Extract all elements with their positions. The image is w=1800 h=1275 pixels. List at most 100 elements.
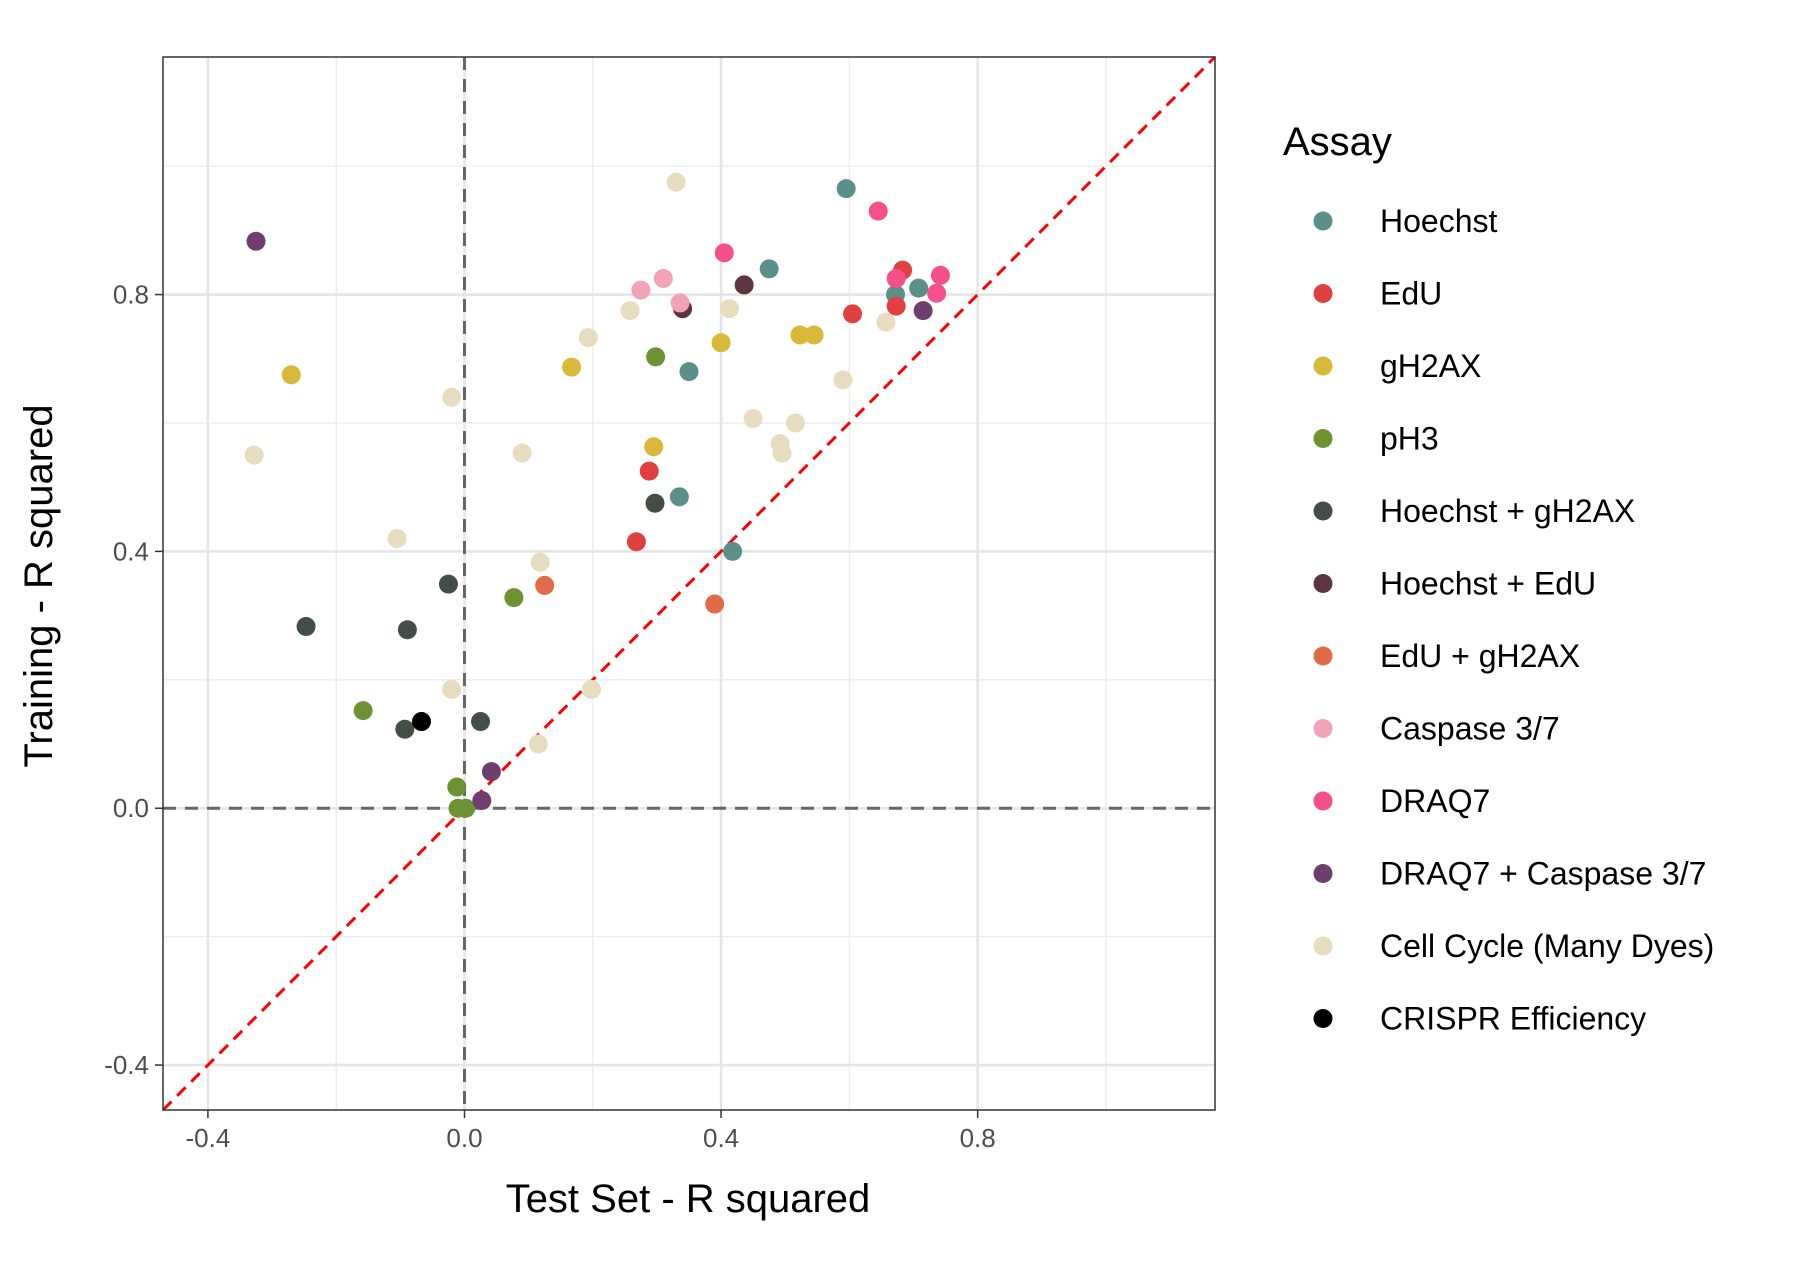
- legend-label-crispr-efficiency: CRISPR Efficiency: [1380, 1001, 1646, 1037]
- legend-key-draq7: [1313, 791, 1333, 811]
- minor-gridlines: [163, 57, 1215, 1110]
- point-cell-cycle-many-dyes: [442, 679, 462, 699]
- point-edu: [886, 296, 906, 316]
- point-cell-cycle-many-dyes: [387, 529, 407, 549]
- legend-key-edu: [1313, 284, 1333, 303]
- legend-label-edu-gh2ax: EdU + gH2AX: [1380, 638, 1580, 674]
- major-gridlines: [163, 57, 1215, 1110]
- point-ph3: [504, 588, 524, 608]
- point-hoechst: [723, 541, 743, 561]
- x-tick-label: 0.8: [960, 1123, 996, 1153]
- point-hoechst: [669, 487, 689, 507]
- point-cell-cycle-many-dyes: [833, 370, 853, 390]
- identity-line: [161, 55, 1217, 1112]
- legend-label-caspase-3-7: Caspase 3/7: [1380, 711, 1560, 747]
- legend-key-hoechst-gh2ax: [1313, 501, 1333, 521]
- point-draq7-caspase-3-7: [472, 791, 492, 811]
- point-hoechst: [909, 278, 929, 298]
- x-axis-title: Test Set - R squared: [506, 1177, 871, 1221]
- x-tick-label: 0.4: [703, 1123, 739, 1153]
- legend-title: Assay: [1283, 120, 1392, 164]
- point-cell-cycle-many-dyes: [876, 312, 896, 332]
- legend-label-edu: EdU: [1380, 276, 1442, 312]
- point-draq7: [714, 243, 734, 263]
- point-ph3: [646, 347, 666, 367]
- point-hoechst-gh2ax: [296, 617, 316, 637]
- legend-label-draq7-caspase-3-7: DRAQ7 + Caspase 3/7: [1380, 856, 1706, 892]
- point-hoechst-edu: [734, 275, 754, 295]
- point-cell-cycle-many-dyes: [512, 443, 532, 463]
- point-draq7: [868, 201, 888, 221]
- reference-lines: [161, 55, 1217, 1112]
- point-hoechst-gh2ax: [438, 574, 458, 594]
- legend-label-hoechst-gh2ax: Hoechst + gH2AX: [1380, 493, 1635, 529]
- y-axis-title: Training - R squared: [17, 404, 61, 767]
- plot-panel-border: [162, 56, 1216, 1111]
- point-hoechst: [679, 362, 699, 382]
- point-crispr-efficiency: [412, 712, 432, 732]
- point-cell-cycle-many-dyes: [620, 301, 640, 321]
- y-tick-label: 0.0: [113, 793, 149, 823]
- data-points: [244, 172, 950, 818]
- point-gh2ax: [644, 437, 664, 457]
- legend-key-cell-cycle-many-dyes: [1313, 936, 1333, 956]
- point-draq7: [886, 269, 906, 289]
- x-axis-ticks: -0.4 0.0 0.4 0.8: [185, 1110, 996, 1153]
- point-gh2ax: [804, 325, 824, 345]
- legend-label-draq7: DRAQ7: [1380, 783, 1490, 819]
- point-gh2ax: [562, 357, 582, 377]
- point-gh2ax: [711, 333, 731, 353]
- point-draq7: [927, 283, 947, 303]
- y-tick-label: 0.4: [113, 536, 149, 566]
- legend-label-hoechst: Hoechst: [1380, 203, 1498, 239]
- point-gh2ax: [790, 325, 810, 345]
- x-tick-label: 0.0: [446, 1123, 482, 1153]
- point-ph3: [353, 701, 373, 721]
- point-edu: [639, 461, 659, 481]
- point-cell-cycle-many-dyes: [528, 734, 548, 754]
- legend-key-draq7-caspase-3-7: [1313, 864, 1333, 883]
- point-draq7-caspase-3-7: [913, 301, 933, 321]
- point-caspase-3-7: [670, 293, 690, 313]
- legend-label-ph3: pH3: [1380, 421, 1439, 457]
- legend-key-ph3: [1313, 429, 1333, 448]
- point-hoechst-gh2ax: [395, 719, 415, 739]
- point-ph3: [447, 777, 467, 797]
- point-cell-cycle-many-dyes: [578, 328, 598, 348]
- point-draq7-caspase-3-7: [246, 231, 266, 251]
- point-draq7-caspase-3-7: [481, 762, 501, 782]
- point-edu-gh2ax: [705, 594, 725, 614]
- point-cell-cycle-many-dyes: [785, 413, 805, 433]
- legend-key-crispr-efficiency: [1313, 1009, 1333, 1028]
- legend-key-caspase-3-7: [1313, 719, 1333, 738]
- legend-label-gh2ax: gH2AX: [1380, 348, 1481, 384]
- point-caspase-3-7: [631, 280, 651, 300]
- y-tick-label: 0.8: [113, 280, 149, 310]
- point-hoechst-gh2ax: [397, 620, 417, 640]
- y-tick-label: -0.4: [104, 1050, 149, 1080]
- point-edu-gh2ax: [535, 575, 555, 595]
- point-cell-cycle-many-dyes: [666, 172, 686, 192]
- point-caspase-3-7: [653, 269, 673, 289]
- legend-key-gh2ax: [1313, 356, 1333, 376]
- point-edu: [626, 532, 646, 552]
- point-hoechst-gh2ax: [471, 712, 491, 732]
- point-cell-cycle-many-dyes: [772, 443, 792, 463]
- point-cell-cycle-many-dyes: [581, 679, 601, 699]
- legend-label-cell-cycle-many-dyes: Cell Cycle (Many Dyes): [1380, 928, 1714, 964]
- y-axis-ticks: -0.4 0.0 0.4 0.8: [104, 280, 163, 1080]
- point-cell-cycle-many-dyes: [244, 445, 264, 465]
- point-draq7: [930, 265, 950, 285]
- point-cell-cycle-many-dyes: [442, 387, 462, 407]
- point-edu: [843, 304, 863, 324]
- legend-key-hoechst-edu: [1313, 574, 1333, 593]
- legend-items: Hoechst EdU gH2AX pH3 Hoechst + gH2AX Hoechst…: [1313, 203, 1714, 1037]
- point-ph3: [456, 798, 476, 818]
- legend-key-edu-gh2ax: [1313, 646, 1333, 666]
- legend-key-hoechst: [1313, 211, 1333, 231]
- x-tick-label: -0.4: [185, 1123, 230, 1153]
- point-cell-cycle-many-dyes: [719, 299, 739, 319]
- point-cell-cycle-many-dyes: [530, 552, 550, 572]
